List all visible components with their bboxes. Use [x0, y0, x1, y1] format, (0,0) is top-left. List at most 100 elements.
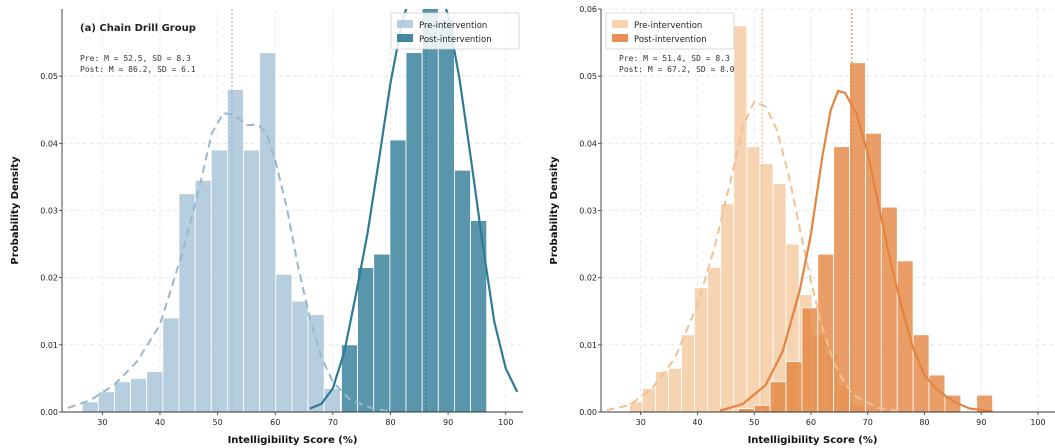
hist-bar: [243, 149, 261, 412]
histogram-post: [737, 62, 993, 412]
kde-curve-pre: [67, 111, 391, 412]
y-tick-label: 0.00: [579, 408, 597, 417]
legend-label: Post-intervention: [419, 35, 492, 45]
y-axis-label: Probability Density: [549, 156, 560, 265]
y-tick-label: 0.03: [579, 207, 597, 216]
hist-bar: [785, 361, 803, 412]
hist-bar: [405, 52, 423, 412]
hist-bar: [81, 401, 99, 412]
x-tick-label: 40: [692, 418, 702, 427]
x-tick-label: 50: [749, 418, 759, 427]
legend: Pre-intervention Post-intervention: [390, 12, 520, 50]
x-tick-label: 40: [155, 418, 165, 427]
hist-bar: [454, 169, 471, 412]
x-tick-label: 80: [385, 418, 395, 427]
y-tick-label: 0.05: [40, 72, 58, 81]
hist-bar: [833, 146, 850, 412]
hist-bar: [307, 314, 325, 412]
hist-bar: [421, 9, 439, 412]
hist-bar: [210, 149, 228, 412]
x-tick-label: 70: [328, 418, 338, 427]
hist-bar: [707, 267, 722, 412]
hist-bar: [769, 381, 787, 412]
hist-bar: [259, 52, 277, 412]
legend-swatch: [612, 34, 628, 42]
stats-annotation: Post: M = 67.2, SD = 8.0: [619, 65, 735, 74]
hist-bar: [146, 371, 164, 412]
hist-bar: [97, 391, 115, 412]
y-tick-label: 0.00: [40, 408, 58, 417]
hist-bar: [437, 18, 455, 412]
legend-box: [605, 12, 735, 50]
hist-bar: [373, 253, 391, 412]
legend-label: Post-intervention: [634, 35, 707, 45]
x-tick-label: 70: [863, 418, 873, 427]
hist-bar: [720, 203, 735, 412]
y-tick-label: 0.06: [579, 5, 597, 14]
y-tick-label: 0.02: [40, 274, 58, 283]
hist-bar: [746, 146, 761, 412]
kde-curve-post: [719, 89, 993, 412]
hist-bar: [737, 408, 755, 412]
y-tick-label: 0.03: [40, 207, 58, 216]
hist-bar: [668, 367, 682, 412]
x-tick-label: 60: [806, 418, 816, 427]
hist-bar: [681, 334, 696, 412]
hist-bar: [130, 378, 148, 412]
hist-bar: [801, 307, 819, 412]
x-tick-label: 50: [212, 418, 222, 427]
x-tick-label: 100: [1030, 418, 1045, 427]
hist-bar: [291, 300, 309, 412]
hist-bar: [912, 334, 930, 412]
legend-swatch: [612, 20, 628, 28]
stats-annotation: Pre: M = 52.5, SD = 8.3: [80, 54, 191, 63]
y-axis-label: Probability Density: [10, 156, 21, 265]
histogram-post: [341, 9, 488, 412]
legend-label: Pre-intervention: [419, 21, 487, 31]
hist-bar: [114, 381, 131, 412]
x-tick-label: 30: [97, 418, 107, 427]
legend-label: Pre-intervention: [634, 21, 702, 31]
panel-comparison-group: 30 40 50 60 70 80 90 100 0.00 0.01 0.02 0.03 0.04 0.0…: [549, 5, 1055, 446]
x-tick-label: 100: [498, 418, 513, 427]
hist-bar: [162, 317, 180, 412]
kde-curve-post: [309, 9, 519, 410]
plot-area: [67, 9, 519, 412]
panel-title: (a) Chain Drill Group: [80, 23, 196, 34]
x-axis-label: Intelligibility Score (%): [228, 435, 358, 446]
hist-bar: [733, 25, 748, 412]
legend-swatch: [397, 34, 413, 42]
y-tick-label: 0.04: [40, 139, 58, 148]
hist-bar: [226, 89, 244, 412]
x-tick-label: 60: [270, 418, 280, 427]
stats-annotation: Post: M = 86.2, SD = 6.1: [80, 65, 196, 74]
x-tick-label: 90: [976, 418, 986, 427]
hist-bar: [178, 193, 196, 412]
legend-box: [390, 12, 520, 50]
x-axis-label: Intelligibility Score (%): [748, 435, 878, 446]
y-tick-label: 0.02: [579, 274, 597, 283]
legend-swatch: [397, 20, 413, 28]
panel-chain-drill-group: 30 40 50 60 70 80 90 100 0.00 0.01 0.02 0.03 0.04 0.0…: [10, 9, 523, 446]
kde-curve-pre: [606, 100, 902, 412]
x-tick-label: 80: [919, 418, 929, 427]
y-tick-label: 0.01: [579, 341, 597, 350]
y-tick-label: 0.04: [579, 139, 597, 148]
hist-bar: [976, 394, 993, 412]
y-tick-label: 0.01: [40, 341, 58, 350]
hist-bar: [323, 388, 341, 412]
hist-bar: [772, 183, 787, 412]
hist-bar: [655, 371, 669, 412]
x-tick-label: 90: [443, 418, 453, 427]
y-tick-label: 0.05: [579, 72, 597, 81]
histogram-pre: [81, 52, 341, 412]
legend: Pre-intervention Post-intervention: [605, 12, 735, 50]
hist-bar: [628, 401, 643, 412]
hist-bar: [275, 273, 293, 412]
hist-bar: [194, 179, 212, 412]
hist-bar: [880, 206, 898, 412]
x-tick-label: 30: [636, 418, 646, 427]
stats-annotation: Pre: M = 51.4, SD = 8.3: [619, 54, 730, 63]
hist-bar: [817, 253, 835, 412]
